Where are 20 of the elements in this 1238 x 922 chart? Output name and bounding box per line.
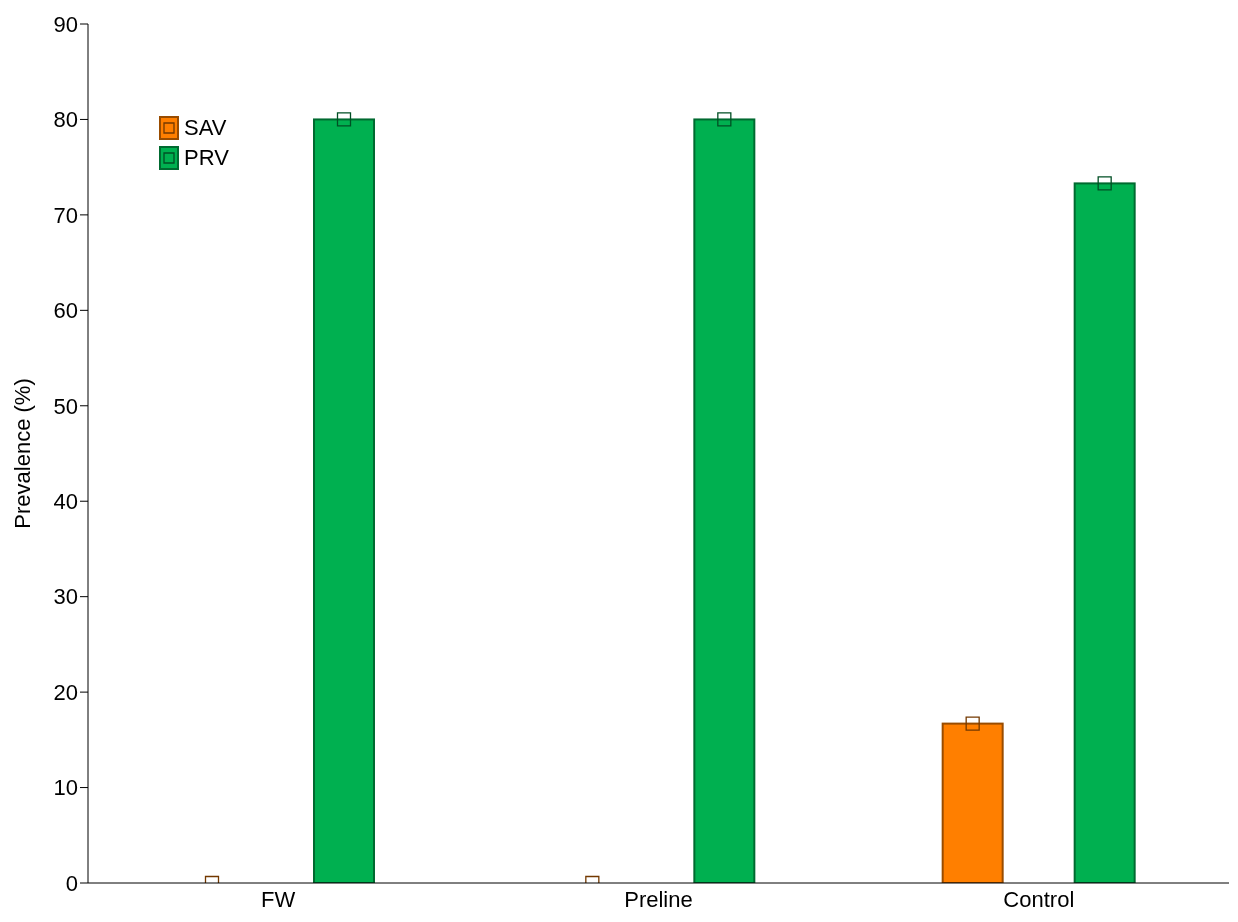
y-tick-label: 80 <box>53 107 78 133</box>
bar <box>693 118 756 883</box>
legend-label: SAV <box>184 115 227 141</box>
y-tick-label: 10 <box>53 775 78 801</box>
x-tick-label: FW <box>261 886 296 912</box>
y-tick-label: 20 <box>53 679 78 705</box>
y-tick-label: 50 <box>53 393 78 419</box>
x-tick-label: Control <box>1003 886 1075 912</box>
y-tick-label: 30 <box>53 584 78 610</box>
y-tick-label: 40 <box>53 489 78 515</box>
y-axis-title: Prevalence (%) <box>9 378 35 529</box>
bar <box>313 118 375 883</box>
y-tick-label: 90 <box>53 11 78 37</box>
legend-label: PRV <box>184 145 229 171</box>
y-tick-label: 0 <box>65 870 78 896</box>
y-tick-label: 70 <box>53 202 78 228</box>
bar <box>941 722 1004 883</box>
bar <box>1073 182 1136 883</box>
x-tick-label: Preline <box>624 886 693 912</box>
y-tick-label: 60 <box>53 298 78 324</box>
